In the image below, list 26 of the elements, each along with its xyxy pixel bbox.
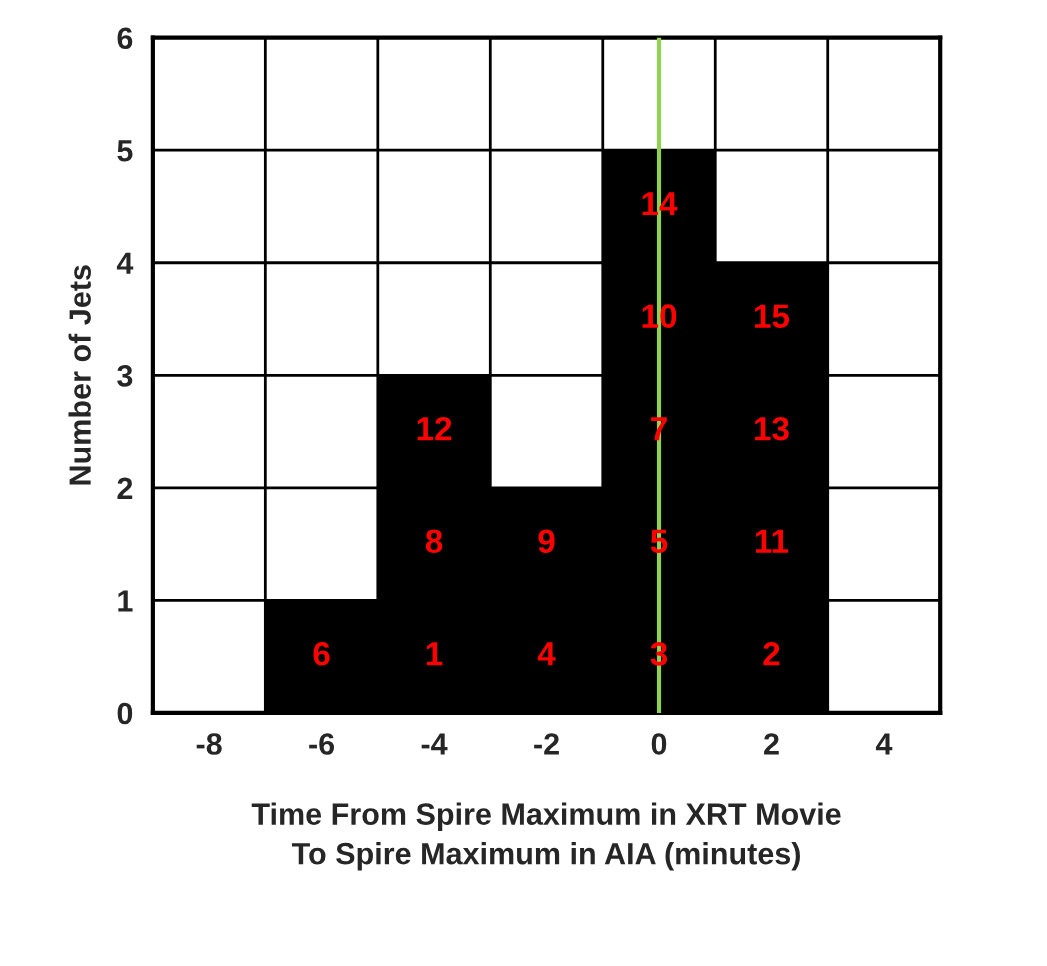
y-tick-label: 2 [117,477,133,499]
x-tick-label: 0 [651,733,667,755]
y-tick-label: 1 [118,590,133,612]
y-tick-label: 0 [117,702,133,725]
annotation: 1 [426,642,443,666]
annotation: 15 [755,304,790,328]
annotation: 12 [417,416,452,441]
annotation: 6 [313,641,330,666]
x-axis-title: Time From Spire Maximum in XRT Movie To Spire Maximum in AIA (minutes) [251,802,841,871]
x-tick-label: 4 [875,733,893,755]
x-tick-label: 2 [764,733,779,755]
y-tick-label: 4 [116,252,134,274]
y-axis-title: Number of Jets [68,265,91,485]
x-tick-label: -2 [534,733,559,755]
y-tick-label: 3 [117,365,133,387]
x-tick-label: -8 [196,733,222,755]
annotation: 13 [755,416,789,441]
annotation: 9 [538,529,555,554]
y-tick-label: 5 [117,140,133,162]
annotation: 11 [755,529,789,553]
x-tick-label: -6 [309,733,335,755]
annotation: 4 [537,642,556,666]
annotation: 8 [425,529,443,554]
x-tick-label: -4 [421,733,448,755]
annotation: 2 [763,641,780,666]
y-tick-label: 6 [117,27,133,50]
